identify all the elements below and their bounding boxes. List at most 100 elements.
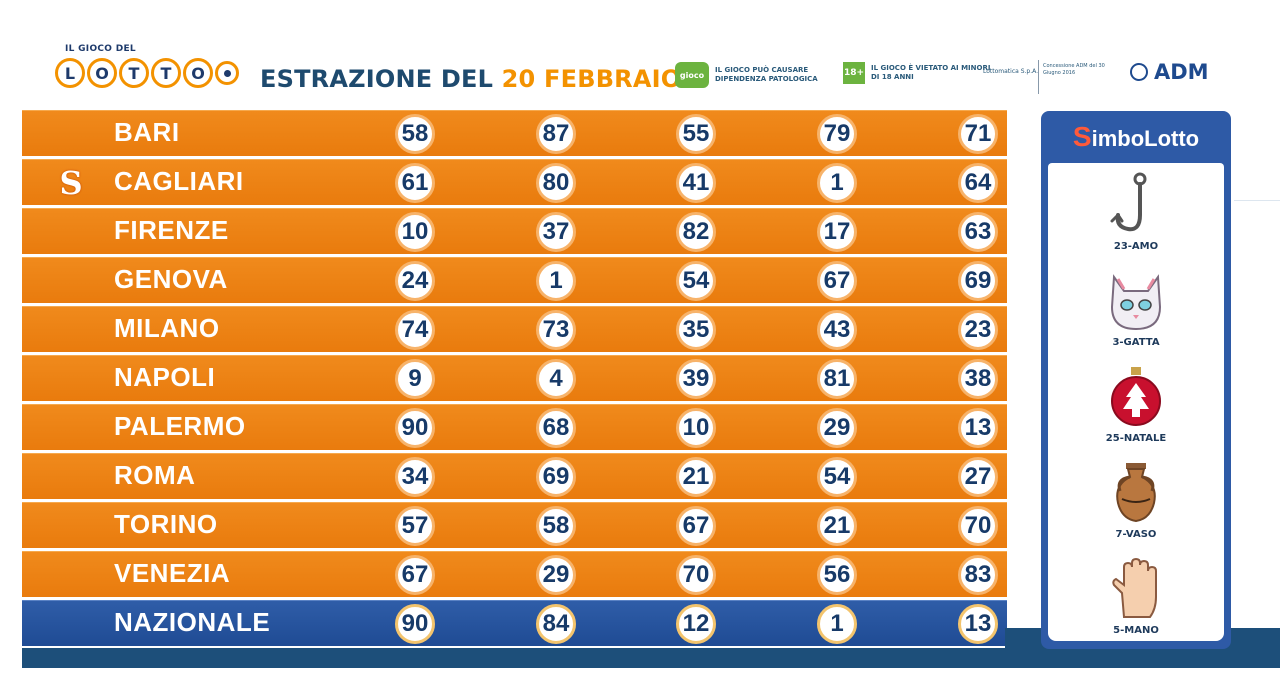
city-name: GENOVA xyxy=(114,264,228,294)
number-ball: 68 xyxy=(536,408,576,448)
number-ball: 1 xyxy=(817,604,857,644)
number-ball: 37 xyxy=(536,212,576,252)
number-ball: 67 xyxy=(676,506,716,546)
hook-icon xyxy=(1106,171,1166,239)
draw-row-torino: TORINO 57 58 67 21 70 xyxy=(22,502,1007,548)
draw-row-cagliari: S CAGLIARI 61 80 41 1 64 xyxy=(22,159,1007,205)
number-ball: 38 xyxy=(958,359,998,399)
number-ball: 56 xyxy=(817,555,857,595)
number-ball: 81 xyxy=(817,359,857,399)
number-ball: 10 xyxy=(395,212,435,252)
simbolotto-panel: SimboLotto 23-AMO xyxy=(1041,111,1231,649)
number-ball: 29 xyxy=(536,555,576,595)
adm-brand: ADM xyxy=(1130,60,1209,84)
number-ball: 21 xyxy=(676,457,716,497)
city-name: MILANO xyxy=(114,313,220,343)
city-name: NAZIONALE xyxy=(114,607,271,637)
number-ball: 80 xyxy=(536,163,576,203)
footer-bar xyxy=(22,648,1280,668)
number-ball: 67 xyxy=(817,261,857,301)
draw-row-palermo: PALERMO 90 68 10 29 13 xyxy=(22,404,1007,450)
symbol-item: 23-AMO xyxy=(1048,171,1224,252)
draw-row-genova: GENOVA 24 1 54 67 69 xyxy=(22,257,1007,303)
cat-icon xyxy=(1106,267,1166,335)
number-ball: 27 xyxy=(958,457,998,497)
number-ball: 34 xyxy=(395,457,435,497)
number-ball: 1 xyxy=(536,261,576,301)
draw-row-nazionale: NAZIONALE 90 84 12 1 13 xyxy=(22,600,1007,646)
symbol-item: 5-MANO xyxy=(1048,555,1224,636)
symbol-label: 23-AMO xyxy=(1113,241,1159,252)
number-ball: 67 xyxy=(395,555,435,595)
logo-letter: O xyxy=(87,58,117,88)
hand-icon xyxy=(1106,555,1166,623)
gambling-warning-text: IL GIOCO PUÒ CAUSARE DIPENDENZA PATOLOGI… xyxy=(715,66,818,83)
number-ball: 90 xyxy=(395,604,435,644)
number-ball: 17 xyxy=(817,212,857,252)
symbol-label: 3-GATTA xyxy=(1112,337,1160,348)
draw-row-venezia: VENEZIA 67 29 70 56 83 xyxy=(22,551,1007,597)
christmas-ornament-icon xyxy=(1106,363,1166,431)
number-ball: 39 xyxy=(676,359,716,399)
draw-row-roma: ROMA 34 69 21 54 27 xyxy=(22,453,1007,499)
number-ball: 13 xyxy=(958,604,998,644)
vase-icon xyxy=(1106,459,1166,527)
symbol-label: 7-VASO xyxy=(1115,529,1157,540)
number-ball: 58 xyxy=(536,506,576,546)
number-ball: 29 xyxy=(817,408,857,448)
title-prefix: ESTRAZIONE DEL xyxy=(260,65,494,93)
number-ball: 24 xyxy=(395,261,435,301)
logo-letter: T xyxy=(119,58,149,88)
number-ball: 57 xyxy=(395,506,435,546)
number-ball: 83 xyxy=(958,555,998,595)
number-ball: 54 xyxy=(817,457,857,497)
simbolotto-title: SimboLotto xyxy=(1041,121,1231,153)
number-ball: 70 xyxy=(676,555,716,595)
number-ball: 71 xyxy=(958,114,998,154)
number-ball: 1 xyxy=(817,163,857,203)
simbolotto-title-rest: imboLotto xyxy=(1091,126,1200,151)
city-name: ROMA xyxy=(114,460,196,490)
symbol-label: 5-MANO xyxy=(1113,625,1159,636)
number-ball: 35 xyxy=(676,310,716,350)
draw-row-bari: BARI 58 87 55 79 71 xyxy=(22,110,1007,156)
number-ball: 54 xyxy=(676,261,716,301)
adm-seal-icon xyxy=(1130,63,1148,81)
simbolotto-wheel-icon: S xyxy=(59,164,83,202)
number-ball: 63 xyxy=(958,212,998,252)
number-ball: 61 xyxy=(395,163,435,203)
gambling-warning: gioco IL GIOCO PUÒ CAUSARE DIPENDENZA PA… xyxy=(675,62,835,88)
logo-tagline: IL GIOCO DEL xyxy=(65,44,136,54)
gambling-warning-icon: gioco xyxy=(675,62,709,88)
number-ball: 90 xyxy=(395,408,435,448)
number-ball: 70 xyxy=(958,506,998,546)
number-ball: 69 xyxy=(958,261,998,301)
draw-row-firenze: FIRENZE 10 37 82 17 63 xyxy=(22,208,1007,254)
logo-letter: O xyxy=(183,58,213,88)
symbol-item: 7-VASO xyxy=(1048,459,1224,540)
number-ball: 82 xyxy=(676,212,716,252)
simbolotto-list: 23-AMO 3-GATTA xyxy=(1048,163,1224,641)
operator-name: Lottomatica S.p.A. xyxy=(983,68,1039,75)
number-ball: 69 xyxy=(536,457,576,497)
number-ball: 87 xyxy=(536,114,576,154)
draw-row-milano: MILANO 74 73 35 43 23 xyxy=(22,306,1007,352)
number-ball: 4 xyxy=(536,359,576,399)
draw-row-napoli: NAPOLI 9 4 39 81 38 xyxy=(22,355,1007,401)
logo-letter: T xyxy=(151,58,181,88)
lotto-logo: IL GIOCO DEL L O T T O xyxy=(55,42,239,100)
number-ball: 55 xyxy=(676,114,716,154)
logo-dot-icon xyxy=(215,61,239,85)
number-ball: 84 xyxy=(536,604,576,644)
number-ball: 13 xyxy=(958,408,998,448)
number-ball: 12 xyxy=(676,604,716,644)
city-name: NAPOLI xyxy=(114,362,216,392)
logo-letter: L xyxy=(55,58,85,88)
number-ball: 73 xyxy=(536,310,576,350)
page-title: ESTRAZIONE DEL 20 FEBBRAIO xyxy=(260,65,681,93)
number-ball: 9 xyxy=(395,359,435,399)
number-ball: 79 xyxy=(817,114,857,154)
concession-text: Concessione ADM del 30 Giugno 2016 xyxy=(1043,63,1105,76)
symbol-item: 3-GATTA xyxy=(1048,267,1224,348)
